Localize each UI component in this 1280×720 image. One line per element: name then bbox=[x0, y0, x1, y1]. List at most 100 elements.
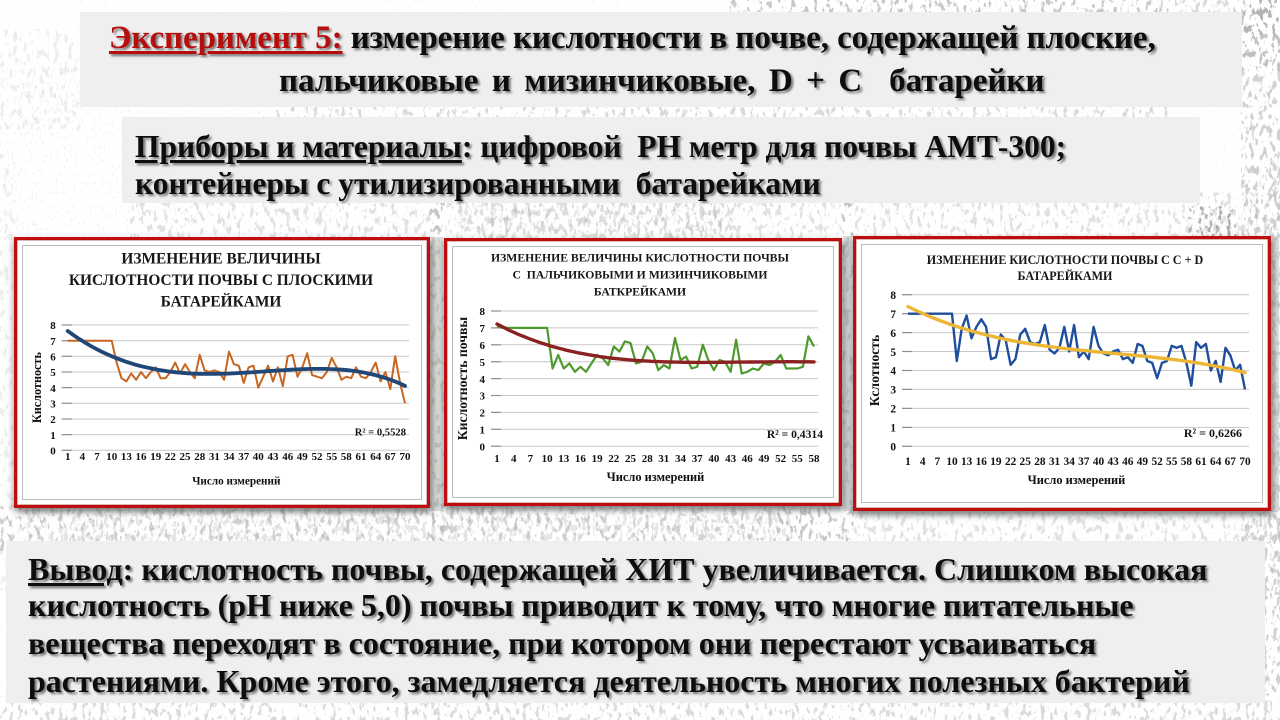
svg-text:61: 61 bbox=[356, 451, 367, 463]
svg-text:40: 40 bbox=[253, 451, 264, 463]
svg-text:8: 8 bbox=[480, 306, 486, 318]
svg-text:4: 4 bbox=[890, 366, 896, 378]
svg-text:28: 28 bbox=[642, 453, 654, 465]
svg-text:52: 52 bbox=[1151, 456, 1163, 468]
svg-text:49: 49 bbox=[1137, 456, 1149, 468]
svg-text:БАТАРЕЙКАМИ: БАТАРЕЙКАМИ bbox=[161, 294, 282, 311]
svg-text:16: 16 bbox=[575, 453, 587, 465]
svg-text:1: 1 bbox=[890, 423, 896, 435]
svg-text:16: 16 bbox=[136, 451, 148, 463]
svg-text:8: 8 bbox=[50, 320, 56, 332]
svg-text:0: 0 bbox=[50, 446, 56, 458]
svg-text:13: 13 bbox=[558, 453, 570, 465]
svg-text:7: 7 bbox=[94, 451, 100, 463]
svg-text:6: 6 bbox=[480, 340, 486, 352]
svg-text:2: 2 bbox=[890, 404, 896, 416]
svg-text:10: 10 bbox=[106, 451, 118, 463]
svg-text:31: 31 bbox=[1049, 456, 1061, 468]
svg-text:58: 58 bbox=[341, 451, 353, 463]
svg-text:10: 10 bbox=[542, 453, 554, 465]
svg-text:46: 46 bbox=[1122, 456, 1134, 468]
svg-text:37: 37 bbox=[692, 453, 704, 465]
svg-text:19: 19 bbox=[150, 451, 162, 463]
svg-text:R² = 0,5528: R² = 0,5528 bbox=[355, 428, 406, 439]
svg-text:40: 40 bbox=[1093, 456, 1105, 468]
svg-text:0: 0 bbox=[480, 441, 486, 453]
svg-text:34: 34 bbox=[1064, 456, 1076, 468]
svg-text:64: 64 bbox=[370, 451, 382, 463]
svg-text:19: 19 bbox=[592, 453, 604, 465]
svg-text:61: 61 bbox=[1195, 456, 1207, 468]
svg-text:ИЗМЕНЕНИЕ ВЕЛИЧИНЫ КИСЛОТНОСТИ: ИЗМЕНЕНИЕ ВЕЛИЧИНЫ КИСЛОТНОСТИ ПОЧВЫ bbox=[491, 252, 789, 265]
svg-text:31: 31 bbox=[209, 451, 220, 463]
svg-text:R² = 0,4314: R² = 0,4314 bbox=[767, 428, 823, 441]
svg-text:ИЗМЕНЕНИЕ ВЕЛИЧИНЫ: ИЗМЕНЕНИЕ ВЕЛИЧИНЫ bbox=[121, 251, 320, 268]
svg-text:7: 7 bbox=[934, 456, 940, 468]
svg-text:7: 7 bbox=[528, 453, 534, 465]
svg-text:1: 1 bbox=[480, 425, 486, 437]
svg-text:Кслотность: Кслотность bbox=[867, 335, 882, 407]
svg-text:67: 67 bbox=[1225, 456, 1237, 468]
svg-text:Число измерений: Число измерений bbox=[607, 470, 705, 484]
svg-text:БАТКРЕЙКАМИ: БАТКРЕЙКАМИ bbox=[594, 285, 686, 299]
svg-text:70: 70 bbox=[400, 451, 412, 463]
svg-text:49: 49 bbox=[758, 453, 770, 465]
svg-text:28: 28 bbox=[194, 451, 206, 463]
svg-text:7: 7 bbox=[480, 323, 486, 335]
svg-text:3: 3 bbox=[480, 391, 486, 403]
svg-text:Число измерений: Число измерений bbox=[1028, 473, 1126, 487]
svg-text:58: 58 bbox=[1181, 456, 1193, 468]
svg-text:3: 3 bbox=[890, 385, 896, 397]
svg-text:4: 4 bbox=[480, 374, 486, 386]
svg-text:22: 22 bbox=[1005, 456, 1017, 468]
svg-text:43: 43 bbox=[1107, 456, 1119, 468]
svg-text:2: 2 bbox=[50, 414, 56, 426]
svg-text:10: 10 bbox=[946, 456, 958, 468]
svg-text:49: 49 bbox=[297, 451, 309, 463]
svg-text:8: 8 bbox=[890, 290, 896, 302]
svg-text:28: 28 bbox=[1034, 456, 1046, 468]
svg-text:25: 25 bbox=[625, 453, 637, 465]
svg-text:4: 4 bbox=[511, 453, 517, 465]
svg-text:4: 4 bbox=[80, 451, 86, 463]
svg-text:40: 40 bbox=[708, 453, 720, 465]
svg-text:2: 2 bbox=[480, 408, 486, 420]
svg-text:64: 64 bbox=[1210, 456, 1222, 468]
svg-text:58: 58 bbox=[809, 453, 821, 465]
svg-text:46: 46 bbox=[282, 451, 294, 463]
svg-text:19: 19 bbox=[990, 456, 1002, 468]
svg-text:ИЗМЕНЕНИЕ КИСЛОТНОСТИ ПОЧВЫ С: ИЗМЕНЕНИЕ КИСЛОТНОСТИ ПОЧВЫ С C + D bbox=[927, 253, 1204, 267]
svg-text:6: 6 bbox=[50, 352, 56, 364]
svg-text:1: 1 bbox=[50, 430, 56, 442]
svg-text:43: 43 bbox=[268, 451, 280, 463]
svg-text:43: 43 bbox=[725, 453, 737, 465]
svg-text:13: 13 bbox=[961, 456, 973, 468]
svg-text:67: 67 bbox=[385, 451, 397, 463]
svg-text:7: 7 bbox=[890, 309, 896, 321]
svg-text:22: 22 bbox=[608, 453, 620, 465]
svg-text:55: 55 bbox=[792, 453, 804, 465]
svg-text:31: 31 bbox=[658, 453, 669, 465]
svg-text:5: 5 bbox=[890, 347, 896, 359]
svg-text:КИСЛОТНОСТИ ПОЧВЫ С ПЛОСКИМИ: КИСЛОТНОСТИ ПОЧВЫ С ПЛОСКИМИ bbox=[69, 272, 373, 289]
svg-text:25: 25 bbox=[180, 451, 192, 463]
svg-text:0: 0 bbox=[890, 442, 896, 454]
svg-text:6: 6 bbox=[890, 328, 896, 340]
svg-text:7: 7 bbox=[50, 336, 56, 348]
svg-text:70: 70 bbox=[1239, 456, 1251, 468]
svg-text:Кислотность: Кислотность bbox=[30, 352, 44, 424]
svg-text:55: 55 bbox=[326, 451, 338, 463]
svg-text:37: 37 bbox=[1078, 456, 1090, 468]
svg-text:Кислотность почвы: Кислотность почвы bbox=[455, 317, 470, 441]
svg-text:5: 5 bbox=[480, 357, 486, 369]
svg-text:25: 25 bbox=[1020, 456, 1032, 468]
svg-text:34: 34 bbox=[675, 453, 687, 465]
svg-text:1: 1 bbox=[905, 456, 911, 468]
svg-text:37: 37 bbox=[238, 451, 250, 463]
svg-text:52: 52 bbox=[775, 453, 787, 465]
svg-text:13: 13 bbox=[121, 451, 132, 463]
svg-text:16: 16 bbox=[976, 456, 988, 468]
svg-text:1: 1 bbox=[494, 453, 500, 465]
svg-text:1: 1 bbox=[65, 451, 71, 463]
svg-text:52: 52 bbox=[312, 451, 324, 463]
